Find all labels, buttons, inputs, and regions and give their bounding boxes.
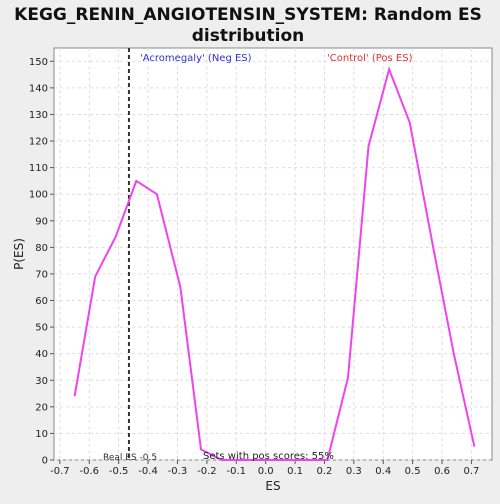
y-tick-label: 0 bbox=[42, 456, 48, 467]
grid bbox=[54, 48, 492, 461]
y-tick-label: 90 bbox=[35, 216, 48, 227]
y-axis-label: P(ES) bbox=[12, 238, 26, 270]
y-tick-label: 40 bbox=[35, 349, 48, 360]
x-tick-label: -0.7 bbox=[50, 466, 70, 477]
x-tick-label: 0.6 bbox=[434, 466, 450, 477]
chart-title-line-2: distribution bbox=[192, 26, 304, 46]
x-tick-label: 0.7 bbox=[463, 466, 479, 477]
x-tick-label: -0.6 bbox=[80, 466, 100, 477]
real-es-label: Real ES -0.5 bbox=[103, 453, 157, 463]
y-tick-label: 150 bbox=[29, 57, 48, 68]
y-tick-label: 50 bbox=[35, 323, 48, 334]
y-tick-label: 80 bbox=[35, 243, 48, 254]
x-tick-label: 0.3 bbox=[346, 466, 362, 477]
y-tick-label: 70 bbox=[35, 269, 48, 280]
x-tick-label: 0.2 bbox=[316, 466, 332, 477]
x-tick-label: 0.1 bbox=[287, 466, 303, 477]
y-tick-label: 10 bbox=[35, 429, 48, 440]
pos-scores-label: Sets with pos scores: 55% bbox=[203, 451, 334, 462]
x-tick-label: -0.1 bbox=[226, 466, 246, 477]
series-line bbox=[73, 66, 476, 461]
x-tick-label: 0.0 bbox=[258, 466, 274, 477]
x-tick-label: -0.4 bbox=[138, 466, 158, 477]
y-tick-label: 30 bbox=[35, 376, 48, 387]
y-tick-label: 110 bbox=[29, 163, 48, 174]
y-tick-label: 100 bbox=[29, 190, 48, 201]
x-tick-label: -0.5 bbox=[109, 466, 129, 477]
x-tick-label: -0.3 bbox=[168, 466, 188, 477]
y-tick-label: 20 bbox=[35, 402, 48, 413]
x-tick-label: 0.4 bbox=[375, 466, 391, 477]
axes: 0 10 20 30 40 50 60 70 80 90 100 110 120 130 140 150 -0.… bbox=[29, 57, 479, 477]
y-tick-label: 60 bbox=[35, 296, 48, 307]
y-tick-label: 130 bbox=[29, 110, 48, 121]
neg-es-label: 'Acromegaly' (Neg ES) bbox=[140, 53, 252, 64]
x-axis-label: ES bbox=[265, 479, 280, 493]
y-tick-label: 140 bbox=[29, 83, 48, 94]
x-tick-label: -0.2 bbox=[197, 466, 217, 477]
chart-title-line-1: KEGG_RENIN_ANGIOTENSIN_SYSTEM: Random ES bbox=[14, 5, 482, 25]
plot-area bbox=[53, 47, 493, 461]
x-tick-label: 0.5 bbox=[405, 466, 421, 477]
y-tick-label: 120 bbox=[29, 137, 48, 148]
pos-es-label: 'Control' (Pos ES) bbox=[327, 53, 413, 64]
